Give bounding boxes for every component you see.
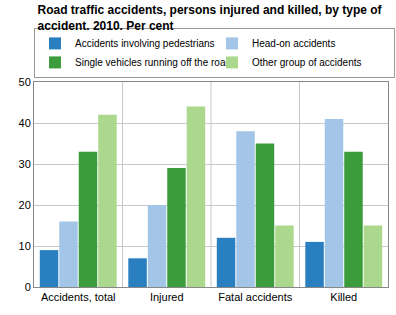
svg-text:Accidents, total: Accidents, total <box>41 291 116 303</box>
svg-text:30: 30 <box>19 158 31 170</box>
svg-text:Fatal accidents: Fatal accidents <box>218 291 292 303</box>
svg-text:Accidents involving pedestrian: Accidents involving pedestrians <box>75 38 215 49</box>
svg-text:10: 10 <box>19 240 31 252</box>
svg-text:Injured: Injured <box>150 291 184 303</box>
svg-text:Other group of accidents: Other group of accidents <box>252 57 362 68</box>
svg-text:Single vehicles running off th: Single vehicles running off the road <box>75 57 231 68</box>
svg-text:Killed: Killed <box>330 291 357 303</box>
svg-text:50: 50 <box>19 76 31 88</box>
svg-text:Head-on accidents: Head-on accidents <box>252 38 335 49</box>
svg-text:40: 40 <box>19 117 31 129</box>
svg-text:20: 20 <box>19 199 31 211</box>
svg-text:0: 0 <box>25 281 31 293</box>
svg-text:Road traffic accidents, person: Road traffic accidents, persons injured … <box>38 3 383 33</box>
